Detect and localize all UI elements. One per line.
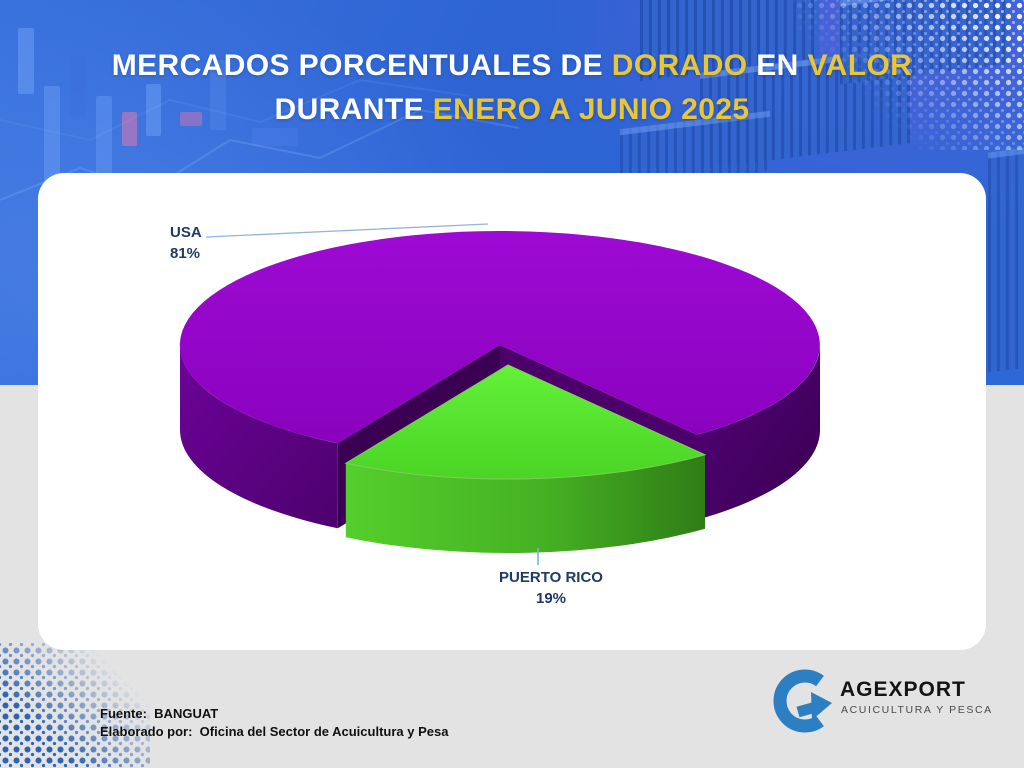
elaborated-by-line: Elaborado por: Oficina del Sector de Acu… [100,723,449,739]
data-label-puerto-rico-name: PUERTO RICO [499,569,603,586]
page-title-line-1: MERCADOS PORCENTUALES DE DORADO EN VALOR [111,49,913,82]
candlestick-decoration [252,128,298,146]
pie-chart [179,223,820,565]
source-line: Fuente: BANGUAT [100,706,219,721]
data-label-puerto-rico: PUERTO RICO 19% [441,567,661,609]
halftone-dots-bottom-left [0,643,150,768]
pie-slice-usa-rim-left [179,345,338,529]
pie-slice-puerto-rico-rim [345,454,705,554]
candlestick-decoration [70,56,86,116]
halftone-dots-top-right [794,0,1024,150]
data-label-usa-name: USA [170,224,202,241]
source-note: Fuente: BANGUAT Elaborado por: Oficina d… [100,705,448,740]
line-chart-decoration [0,78,520,201]
container-decoration [988,147,1024,373]
page-title: MERCADOS PORCENTUALES DE DORADO EN VALOR… [0,44,1024,132]
data-label-puerto-rico-pct: 19% [535,590,567,607]
agexport-logo: AGEXPORT ACUICULTURA Y PESCA [770,666,1000,736]
chart-card: USA 81% PUERTO RICO 19% [38,173,986,650]
candlestick-decoration [146,84,161,136]
pie-slice-usa-rim-right [697,345,820,520]
candlestick-decoration [122,112,137,146]
candlestick-decoration [18,28,34,94]
candlestick-decoration [180,112,202,126]
pie-slice-usa [179,231,820,444]
leader-line-usa [205,223,489,238]
logo-tagline: ACUICULTURA Y PESCA [841,704,993,716]
data-label-usa: USA 81% [170,222,202,264]
agexport-logo-icon [773,669,832,733]
candlestick-decoration [210,60,226,130]
page-title-line-2: DURANTE ENERO A JUNIO 2025 [274,93,750,126]
pie-slice-puerto-rico [344,364,707,480]
data-label-usa-pct: 81% [170,245,201,262]
logo-wordmark: AGEXPORT [840,678,966,701]
candlestick-decoration [44,86,60,182]
